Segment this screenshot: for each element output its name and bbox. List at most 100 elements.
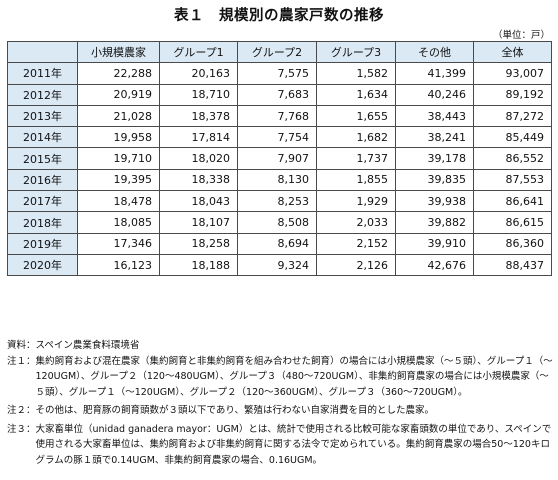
value-cell: 8,694 [237,232,317,255]
table-row: 2019年 17,346 18,258 8,694 2,152 39,910 86,360 [7,232,552,255]
value-cell: 38,241 [395,126,474,149]
year-cell: 2014年 [7,126,78,149]
value-cell: 85,449 [473,126,552,149]
header-other: その他 [395,40,474,64]
unit-label: （単位：戸） [492,30,550,41]
year-cell: 2013年 [7,104,78,128]
value-cell: 17,346 [77,232,160,255]
year-cell: 2015年 [7,147,78,170]
value-cell: 7,754 [237,126,317,149]
value-cell: 2,152 [316,232,396,255]
table-row: 2016年 19,395 18,338 8,130 1,855 39,835 87,553 [7,168,552,192]
value-cell: 1,855 [316,168,396,192]
year-cell: 2011年 [7,62,78,85]
value-cell: 16,123 [77,253,160,277]
value-cell: 1,582 [316,62,396,85]
note-1: 注１： 集約飼育および混在農家（集約飼育と非集約飼育を組み合わせた飼育）の場合に… [7,354,553,401]
year-cell: 2020年 [7,253,78,277]
value-cell: 1,655 [316,104,396,128]
table-row: 2017年 18,478 18,043 8,253 1,929 39,938 86,641 [7,190,552,213]
table-row: 2015年 19,710 18,020 7,907 1,737 39,178 86,552 [7,147,552,170]
table-row: 2011年 22,288 20,163 7,575 1,582 41,399 93,007 [7,62,552,85]
header-total: 全体 [473,40,552,64]
table-row: 2020年 16,123 18,188 9,324 2,126 42,676 88,437 [7,253,552,277]
header-group-1: グループ1 [159,40,238,64]
value-cell: 88,437 [473,253,552,277]
value-cell: 18,188 [159,253,238,277]
value-cell: 42,676 [395,253,474,277]
source-note: 資料： スペイン農業食料環境省 [7,338,553,354]
value-cell: 87,272 [473,104,552,128]
value-cell: 2,126 [316,253,396,277]
value-cell: 2,033 [316,211,396,234]
value-cell: 20,163 [159,62,238,85]
note-3-text: 大家畜単位（unidad ganadera mayor：UGM）とは、統計で使用… [35,423,552,466]
value-cell: 7,907 [237,147,317,170]
header-group-3: グループ3 [316,40,396,64]
value-cell: 39,178 [395,147,474,170]
value-cell: 18,107 [159,211,238,234]
farm-count-table: 小規模農家 グループ1 グループ2 グループ3 その他 全体 2011年 22,2… [7,40,552,277]
value-cell: 8,508 [237,211,317,234]
value-cell: 18,085 [77,211,160,234]
value-cell: 7,683 [237,83,317,106]
value-cell: 18,710 [159,83,238,106]
source-text: スペイン農業食料環境省 [35,340,140,351]
note-3-label: 注３： [7,423,36,435]
value-cell: 87,553 [473,168,552,192]
value-cell: 1,682 [316,126,396,149]
value-cell: 41,399 [395,62,474,85]
table-title: 表１ 規模別の農家戸数の推移 [174,8,384,24]
value-cell: 7,575 [237,62,317,85]
value-cell: 89,192 [473,83,552,106]
value-cell: 86,641 [473,190,552,213]
header-corner [7,40,78,64]
note-2-text: その他は、肥育豚の飼育頭数が３頭以下であり、繁殖は行わない自家消費を目的とした農… [35,405,435,416]
table-row: 2014年 19,958 17,814 7,754 1,682 38,241 85,449 [7,126,552,149]
header-small-farm: 小規模農家 [77,40,160,64]
table-row: 2018年 18,085 18,107 8,508 2,033 39,882 86,615 [7,211,552,234]
header-row: 小規模農家 グループ1 グループ2 グループ3 その他 全体 [7,40,552,64]
value-cell: 18,258 [159,232,238,255]
value-cell: 18,378 [159,104,238,128]
note-1-text: 集約飼育および混在農家（集約飼育と非集約飼育を組み合わせた飼育）の場合には小規模… [35,355,553,398]
value-cell: 1,929 [316,190,396,213]
value-cell: 1,634 [316,83,396,106]
value-cell: 39,938 [395,190,474,213]
value-cell: 18,043 [159,190,238,213]
value-cell: 19,395 [77,168,160,192]
value-cell: 19,958 [77,126,160,149]
value-cell: 22,288 [77,62,160,85]
note-1-label: 注１： [7,355,36,367]
value-cell: 39,882 [395,211,474,234]
value-cell: 86,615 [473,211,552,234]
value-cell: 86,360 [473,232,552,255]
value-cell: 18,020 [159,147,238,170]
year-cell: 2012年 [7,83,78,106]
year-cell: 2017年 [7,190,78,213]
source-label: 資料： [7,340,36,351]
note-2-label: 注２： [7,405,36,416]
year-cell: 2016年 [7,168,78,192]
value-cell: 93,007 [473,62,552,85]
value-cell: 19,710 [77,147,160,170]
value-cell: 39,910 [395,232,474,255]
value-cell: 8,253 [237,190,317,213]
value-cell: 9,324 [237,253,317,277]
value-cell: 8,130 [237,168,317,192]
notes-section: 資料： スペイン農業食料環境省 注１： 集約飼育および混在農家（集約飼育と非集約… [7,338,553,468]
table-row: 2013年 21,028 18,378 7,768 1,655 38,443 87,272 [7,104,552,128]
value-cell: 86,552 [473,147,552,170]
value-cell: 18,338 [159,168,238,192]
note-3: 注３： 大家畜単位（unidad ganadera mayor：UGM）とは、統… [7,422,553,469]
value-cell: 39,835 [395,168,474,192]
year-cell: 2018年 [7,211,78,234]
header-group-2: グループ2 [237,40,317,64]
value-cell: 7,768 [237,104,317,128]
year-cell: 2019年 [7,232,78,255]
value-cell: 18,478 [77,190,160,213]
table-row: 2012年 20,919 18,710 7,683 1,634 40,246 89,192 [7,83,552,106]
value-cell: 21,028 [77,104,160,128]
value-cell: 17,814 [159,126,238,149]
note-2: 注２： その他は、肥育豚の飼育頭数が３頭以下であり、繁殖は行わない自家消費を目的… [7,403,553,419]
